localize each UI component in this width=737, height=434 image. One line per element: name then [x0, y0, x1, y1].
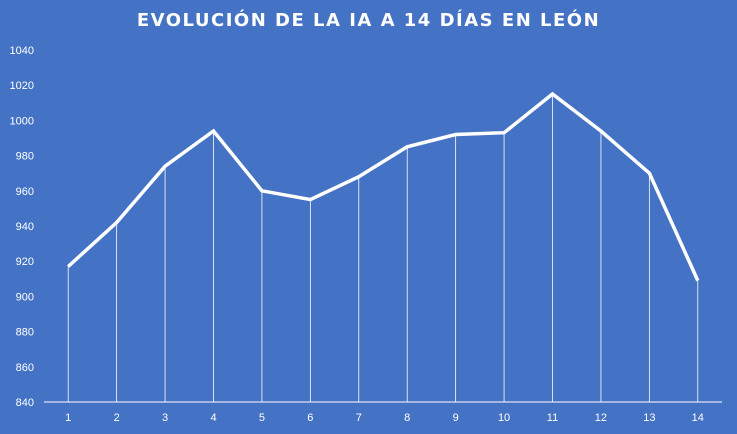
x-axis-ticks: 1 2 3 4 5 6 7 8 9 10 11 12 13 14: [65, 412, 704, 424]
x-tick-label: 2: [114, 412, 120, 424]
y-tick-label: 960: [16, 186, 34, 198]
y-tick-label: 840: [16, 397, 34, 409]
chart-title: EVOLUCIÓN DE LA IA A 14 DÍAS EN LEÓN: [136, 10, 601, 31]
y-tick-label: 1020: [10, 80, 34, 92]
x-tick-label: 7: [356, 412, 362, 424]
x-tick-label: 1: [65, 412, 71, 424]
x-tick-label: 10: [498, 412, 510, 424]
y-tick-label: 860: [16, 362, 34, 374]
x-tick-label: 6: [307, 412, 313, 424]
y-tick-label: 900: [16, 291, 34, 303]
y-tick-label: 1000: [10, 115, 34, 127]
x-tick-label: 11: [547, 412, 558, 424]
x-tick-label: 13: [643, 412, 655, 424]
y-tick-label: 920: [16, 256, 34, 268]
y-tick-label: 1040: [10, 45, 34, 57]
x-tick-label: 8: [404, 412, 410, 424]
x-tick-label: 9: [453, 412, 459, 424]
y-tick-label: 980: [16, 151, 34, 163]
drop-lines: [67, 94, 699, 402]
x-tick-label: 5: [259, 412, 265, 424]
y-axis-ticks: 840 860 880 900 920 940 960 980 1000 1020 1040: [10, 45, 34, 409]
series-line: [67, 91, 700, 282]
y-tick-label: 880: [16, 327, 34, 339]
x-tick-label: 4: [210, 412, 216, 424]
x-tick-label: 3: [162, 412, 168, 424]
x-tick-label: 12: [595, 412, 607, 424]
x-tick-label: 14: [692, 412, 704, 424]
y-tick-label: 940: [16, 221, 34, 233]
